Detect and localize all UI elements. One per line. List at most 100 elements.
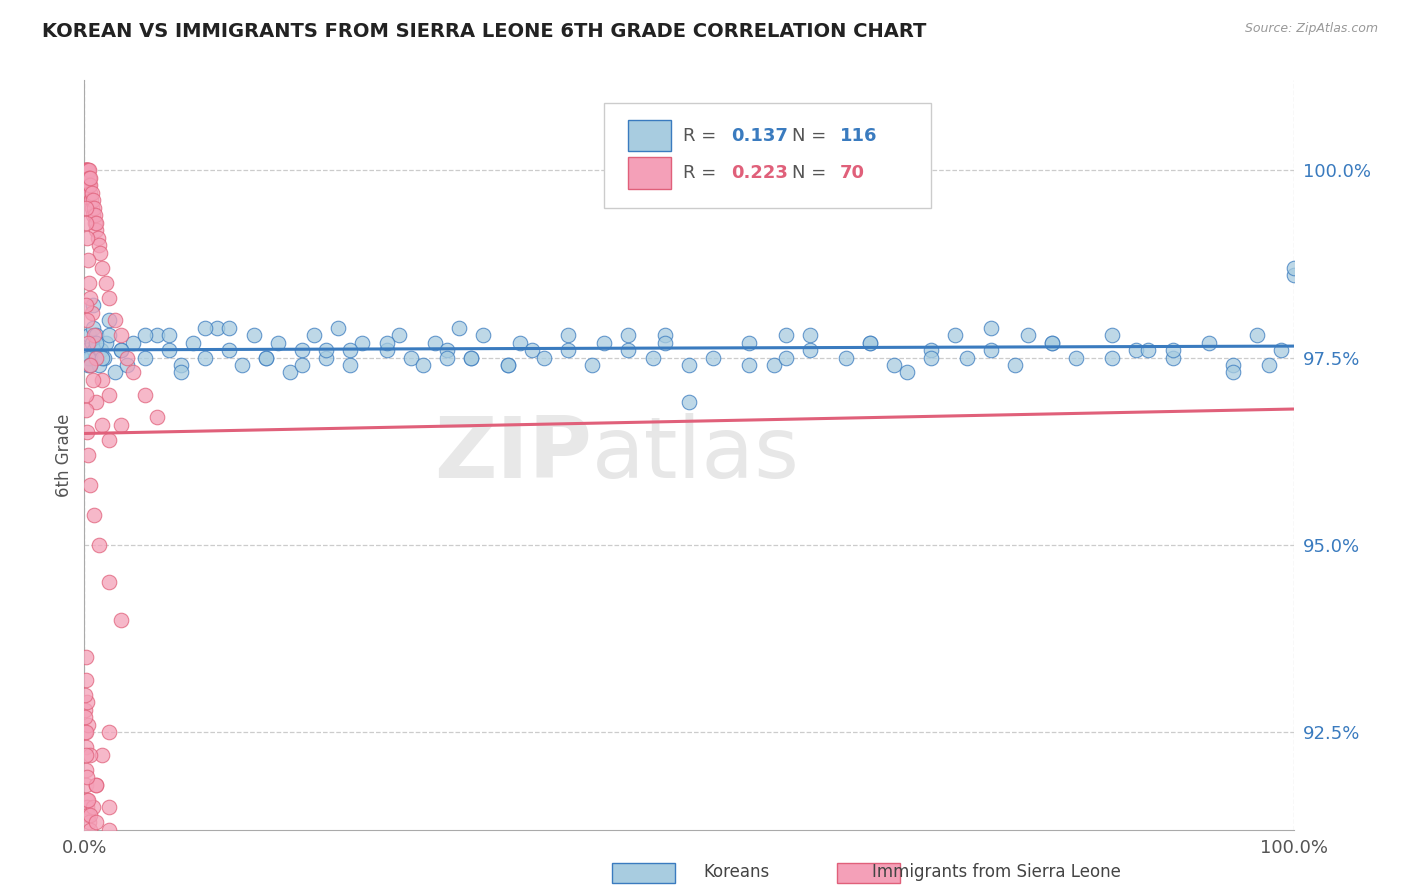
FancyBboxPatch shape [628,158,671,189]
Point [79,478,101,492]
Point [242,328,264,343]
Point [641,351,664,365]
Point [423,335,446,350]
Point [110,417,132,432]
Point [110,343,132,357]
Point [91,747,114,762]
Point [86,216,108,230]
Point [83,328,105,343]
Point [82,201,104,215]
Point [97,433,120,447]
Point [76,343,98,357]
Point [83,508,105,522]
Point [496,358,519,372]
Point [920,343,942,357]
Point [75,403,97,417]
Point [73,163,96,178]
Point [181,335,204,350]
Point [254,351,277,365]
Text: 116: 116 [841,127,877,145]
Point [76,178,98,193]
Point [134,351,156,365]
Point [83,201,105,215]
Point [146,328,169,343]
Point [157,343,180,357]
Point [1258,358,1281,372]
Point [654,328,676,343]
Point [110,328,132,343]
Point [86,351,108,365]
Point [339,358,361,372]
Point [76,163,98,178]
Point [97,725,120,739]
Point [97,388,120,402]
Point [920,351,942,365]
Point [617,343,640,357]
Point [79,291,101,305]
Point [84,351,107,365]
Point [134,388,156,402]
Text: Source: ZipAtlas.com: Source: ZipAtlas.com [1244,22,1378,36]
Point [75,650,97,665]
Point [76,425,98,440]
Point [91,260,114,275]
Point [77,163,100,178]
Point [134,328,156,343]
Point [75,216,97,230]
Point [75,388,97,402]
Point [1270,343,1292,357]
Point [110,613,132,627]
Point [76,770,98,784]
Text: Koreans: Koreans [703,863,769,881]
Point [82,193,104,207]
Point [87,238,110,252]
Point [678,395,700,409]
Point [1161,343,1184,357]
Point [581,358,603,372]
Point [76,695,98,709]
Text: 0.223: 0.223 [731,164,789,182]
Point [97,328,120,343]
Point [80,335,103,350]
Point [84,208,107,222]
Point [115,358,138,372]
Point [104,366,127,380]
Point [82,298,104,312]
Point [194,351,217,365]
Point [254,351,277,365]
Point [77,351,100,365]
Point [84,223,107,237]
Point [1222,358,1244,372]
Point [75,298,97,312]
Point [520,343,543,357]
Point [1222,366,1244,380]
Text: ZIP: ZIP [434,413,592,497]
Point [738,358,761,372]
Point [375,343,398,357]
Point [79,186,101,200]
Point [115,351,138,365]
Point [86,335,108,350]
Point [617,328,640,343]
Point [82,208,104,222]
Point [218,320,240,334]
Point [76,792,98,806]
Point [79,178,101,193]
Point [883,358,905,372]
Point [86,395,108,409]
Point [79,747,101,762]
Point [75,778,97,792]
Point [1004,358,1026,372]
Point [859,335,882,350]
Point [75,710,97,724]
Point [104,313,127,327]
Text: KOREAN VS IMMIGRANTS FROM SIERRA LEONE 6TH GRADE CORRELATION CHART: KOREAN VS IMMIGRANTS FROM SIERRA LEONE 6… [42,22,927,41]
Point [157,328,180,343]
Point [90,343,112,357]
Point [77,253,100,268]
Point [291,358,314,372]
Point [77,717,100,731]
Point [194,320,217,334]
Point [97,575,120,590]
Point [76,313,98,327]
